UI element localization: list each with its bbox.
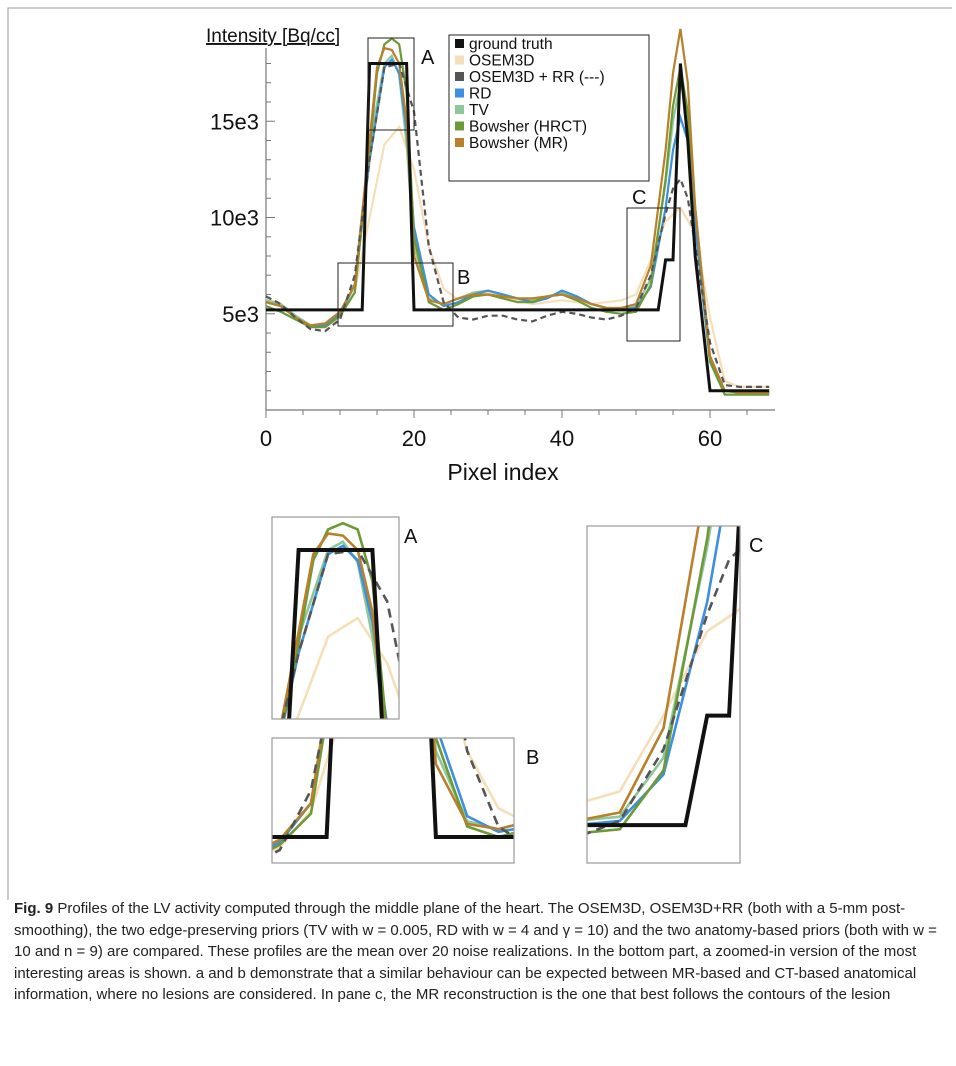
legend-swatch: [455, 39, 464, 48]
legend-entry: OSEM3D + RR (---): [469, 69, 605, 86]
inset-series-line: [295, 616, 399, 719]
x-tick-label: 60: [698, 426, 722, 451]
series-line-bowsher-mr: [265, 28, 770, 394]
inset-series-line: [587, 526, 712, 822]
inset-b: [271, 737, 515, 864]
legend-entry: RD: [469, 86, 491, 103]
series-line-osem3d-rr: [265, 62, 770, 388]
inset-series-line: [587, 607, 740, 803]
inset-series-line: [587, 526, 700, 821]
inset-series-line: [587, 526, 740, 828]
region-box-c: [626, 207, 681, 342]
figure-caption: Fig. 9 Profiles of the LV activity compu…: [14, 898, 950, 1006]
caption-label: Fig. 9: [14, 900, 54, 917]
y-tick-label: 15e3: [210, 109, 259, 134]
inset-frame: [586, 525, 741, 864]
y-tick-label: 10e3: [210, 206, 259, 231]
inset-series-line: [282, 544, 388, 719]
legend-swatch: [455, 121, 464, 131]
region-boxes: A B C: [337, 37, 681, 342]
inset-series-line: [281, 548, 399, 719]
inset-series-line: [282, 521, 387, 719]
inset-b-label: B: [526, 747, 539, 769]
legend-entry: ground truth: [469, 36, 553, 53]
series-line-ground-truth: [266, 62, 770, 393]
inset-c: [586, 525, 741, 864]
region-box-a: [367, 37, 415, 131]
inset-frame: [271, 737, 515, 864]
legend-swatch: [455, 105, 464, 114]
inset-series-line: [587, 526, 711, 834]
inset-series-line: [272, 738, 514, 845]
inset-series-line: [280, 532, 385, 719]
inset-series-line: [272, 738, 514, 839]
inset-frame: [271, 516, 400, 720]
region-label-c: C: [632, 187, 646, 209]
legend-swatch: [455, 138, 464, 147]
inset-series-line: [272, 738, 514, 848]
x-tick-label: 0: [260, 426, 272, 451]
legend-swatch: [455, 88, 464, 98]
inset-series-line: [272, 738, 514, 853]
legend-box: [448, 34, 650, 182]
inset-series-line: [287, 548, 384, 719]
inset-series-line: [272, 738, 514, 856]
axes: 5e3 10e3 15e3 0 20 40 60: [210, 48, 775, 451]
inset-series-line: [281, 539, 385, 719]
region-label-b: B: [457, 267, 470, 289]
legend-entry: Bowsher (HRCT): [469, 119, 587, 136]
inset-c-label: C: [749, 535, 763, 557]
y-tick-label: 5e3: [222, 302, 259, 327]
region-label-a: A: [421, 47, 435, 69]
inset-a-label: A: [404, 526, 418, 548]
inset-series-line: [587, 547, 740, 835]
caption-text: Profiles of the LV activity computed thr…: [14, 900, 937, 1003]
legend-entry: Bowsher (MR): [469, 135, 568, 152]
x-axis-label: Pixel index: [447, 459, 559, 485]
legend-swatch: [455, 72, 464, 81]
inset-a: [271, 516, 400, 720]
legend-entry: OSEM3D: [469, 53, 534, 70]
inset-series-line: [272, 738, 514, 851]
region-box-b: [337, 262, 454, 327]
y-axis-label: Intensity [Bq/cc]: [206, 26, 340, 47]
legend-entry: TV: [469, 102, 489, 119]
legend-swatch: [455, 55, 464, 65]
series-layer: [265, 28, 770, 396]
inset-series-line: [587, 526, 722, 826]
x-tick-label: 40: [550, 426, 574, 451]
x-tick-label: 20: [402, 426, 426, 451]
inset-series-line: [272, 738, 514, 848]
